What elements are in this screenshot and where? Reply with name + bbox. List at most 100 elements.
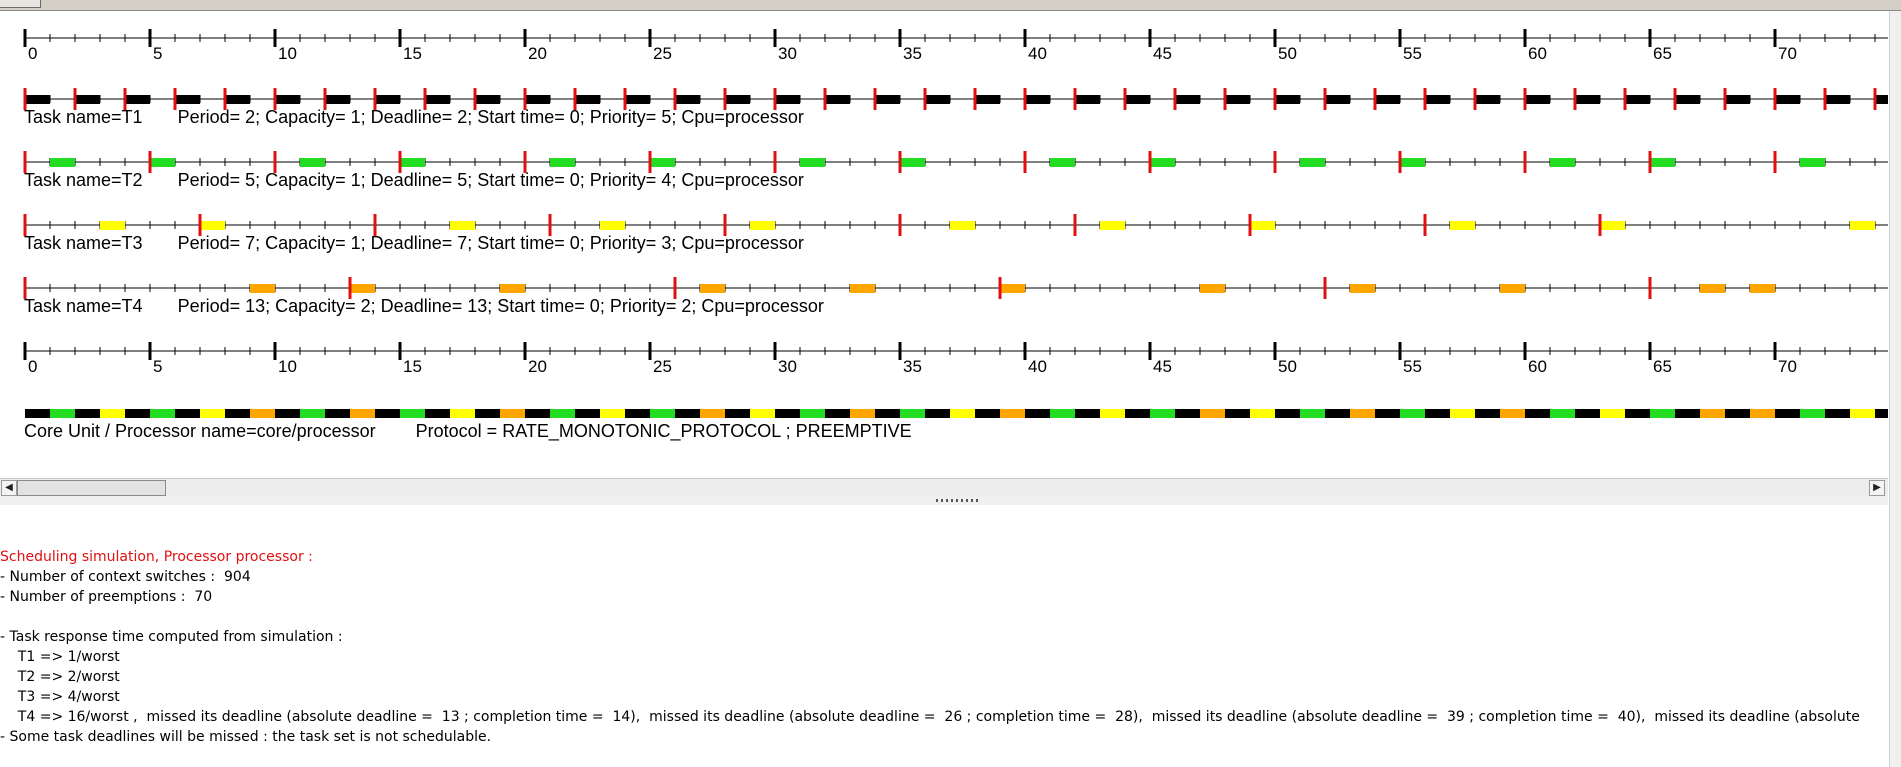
tick-label: 60: [1528, 357, 1547, 376]
core-execution-t1: [1825, 409, 1850, 418]
pane-splitter[interactable]: [0, 497, 1888, 505]
scroll-right-icon[interactable]: ▶: [1869, 480, 1885, 496]
execution-bar-t1: [525, 95, 550, 104]
tick-label: 50: [1278, 357, 1297, 376]
execution-bar-t2: [1400, 158, 1425, 167]
execution-bar-t1: [175, 95, 200, 104]
execution-bar-t3: [950, 221, 975, 230]
core-execution-t2: [50, 409, 75, 418]
splitter-grip-icon[interactable]: [936, 499, 978, 502]
core-execution-t2: [1400, 409, 1425, 418]
core-execution-t1: [425, 409, 450, 418]
task-label-t2: Task name=T2 Period= 5; Capacity= 1; Dea…: [24, 170, 804, 190]
execution-bar-t1: [325, 95, 350, 104]
core-execution-t1: [1675, 409, 1700, 418]
core-execution-t1: [1275, 409, 1300, 418]
core-execution-t4: [1000, 409, 1025, 418]
core-execution-t1: [725, 409, 750, 418]
core-execution-t1: [1525, 409, 1550, 418]
window-corner-button[interactable]: [0, 0, 41, 8]
simulation-log-pane: Scheduling simulation, Processor process…: [0, 506, 1888, 767]
execution-bar-t1: [775, 95, 800, 104]
scroll-left-icon[interactable]: ◀: [1, 480, 17, 496]
horizontal-scroll-thumb[interactable]: [17, 480, 166, 496]
execution-bar-t1: [1625, 95, 1650, 104]
execution-bar-t2: [400, 158, 425, 167]
execution-bar-t4: [850, 284, 875, 293]
execution-bar-t2: [550, 158, 575, 167]
tick-label: 5: [153, 44, 162, 63]
core-execution-t1: [75, 409, 100, 418]
core-execution-t1: [1625, 409, 1650, 418]
core-execution-t2: [1150, 409, 1175, 418]
core-execution-t4: [1500, 409, 1525, 418]
log-line-t4: T4 => 16/worst , missed its deadline (ab…: [0, 709, 1860, 725]
execution-bar-t1: [1675, 95, 1700, 104]
execution-bar-t1: [825, 95, 850, 104]
core-execution-t4: [500, 409, 525, 418]
execution-bar-t4: [500, 284, 525, 293]
horizontal-scrollbar[interactable]: ◀ ▶: [0, 478, 1888, 498]
core-execution-t3: [1850, 409, 1875, 418]
execution-bar-t2: [1150, 158, 1175, 167]
log-line-t1: T1 => 1/worst: [0, 649, 120, 665]
execution-bar-t3: [200, 221, 225, 230]
tick-label: 0: [28, 357, 37, 376]
execution-bar-t1: [1425, 95, 1450, 104]
core-execution-t4: [1700, 409, 1725, 418]
execution-bar-t3: [1100, 221, 1125, 230]
execution-bar-t1: [1725, 95, 1750, 104]
tick-label: 70: [1778, 357, 1797, 376]
core-execution-t1: [825, 409, 850, 418]
tick-label: 65: [1653, 44, 1672, 63]
execution-bar-t4: [1000, 284, 1025, 293]
tick-label: 45: [1153, 44, 1172, 63]
core-execution-t1: [1575, 409, 1600, 418]
execution-bar-t2: [1800, 158, 1825, 167]
core-execution-t1: [1075, 409, 1100, 418]
execution-bar-t1: [1525, 95, 1550, 104]
execution-bar-t1: [875, 95, 900, 104]
execution-bar-t3: [750, 221, 775, 230]
core-execution-t3: [1600, 409, 1625, 418]
execution-bar-t4: [1350, 284, 1375, 293]
tick-label: 70: [1778, 44, 1797, 63]
core-execution-t2: [1050, 409, 1075, 418]
execution-bar-t1: [1125, 95, 1150, 104]
core-execution-t2: [800, 409, 825, 418]
tick-label: 55: [1403, 44, 1422, 63]
core-execution-t3: [600, 409, 625, 418]
core-execution-t1: [1175, 409, 1200, 418]
core-execution-t4: [850, 409, 875, 418]
execution-bar-t2: [1650, 158, 1675, 167]
execution-bar-t1: [925, 95, 950, 104]
execution-bar-t1: [1275, 95, 1300, 104]
core-execution-t1: [1725, 409, 1750, 418]
log-line-t2: T2 => 2/worst: [0, 669, 120, 685]
log-line-context-switches: - Number of context switches : 904: [0, 569, 251, 585]
core-execution-t2: [150, 409, 175, 418]
log-line-response-header: - Task response time computed from simul…: [0, 629, 343, 645]
core-execution-t1: [1125, 409, 1150, 418]
core-execution-t2: [1550, 409, 1575, 418]
execution-bar-t2: [300, 158, 325, 167]
execution-bar-t1: [725, 95, 750, 104]
tick-label: 10: [278, 44, 297, 63]
tick-label: 45: [1153, 357, 1172, 376]
tick-label: 40: [1028, 357, 1047, 376]
execution-bar-t1: [1375, 95, 1400, 104]
execution-bar-t1: [225, 95, 250, 104]
execution-bar-t1: [625, 95, 650, 104]
vertical-scrollbar[interactable]: [1889, 11, 1901, 767]
task-label-t1: Task name=T1 Period= 2; Capacity= 1; Dea…: [24, 107, 804, 127]
execution-bar-t3: [1250, 221, 1275, 230]
tick-label: 50: [1278, 44, 1297, 63]
core-execution-t3: [1450, 409, 1475, 418]
execution-bar-t4: [250, 284, 275, 293]
execution-bar-t4: [1200, 284, 1225, 293]
tick-label: 55: [1403, 357, 1422, 376]
core-execution-t1: [1425, 409, 1450, 418]
task-label-t4: Task name=T4 Period= 13; Capacity= 2; De…: [24, 296, 824, 316]
execution-bar-t2: [1300, 158, 1325, 167]
tick-label: 5: [153, 357, 162, 376]
